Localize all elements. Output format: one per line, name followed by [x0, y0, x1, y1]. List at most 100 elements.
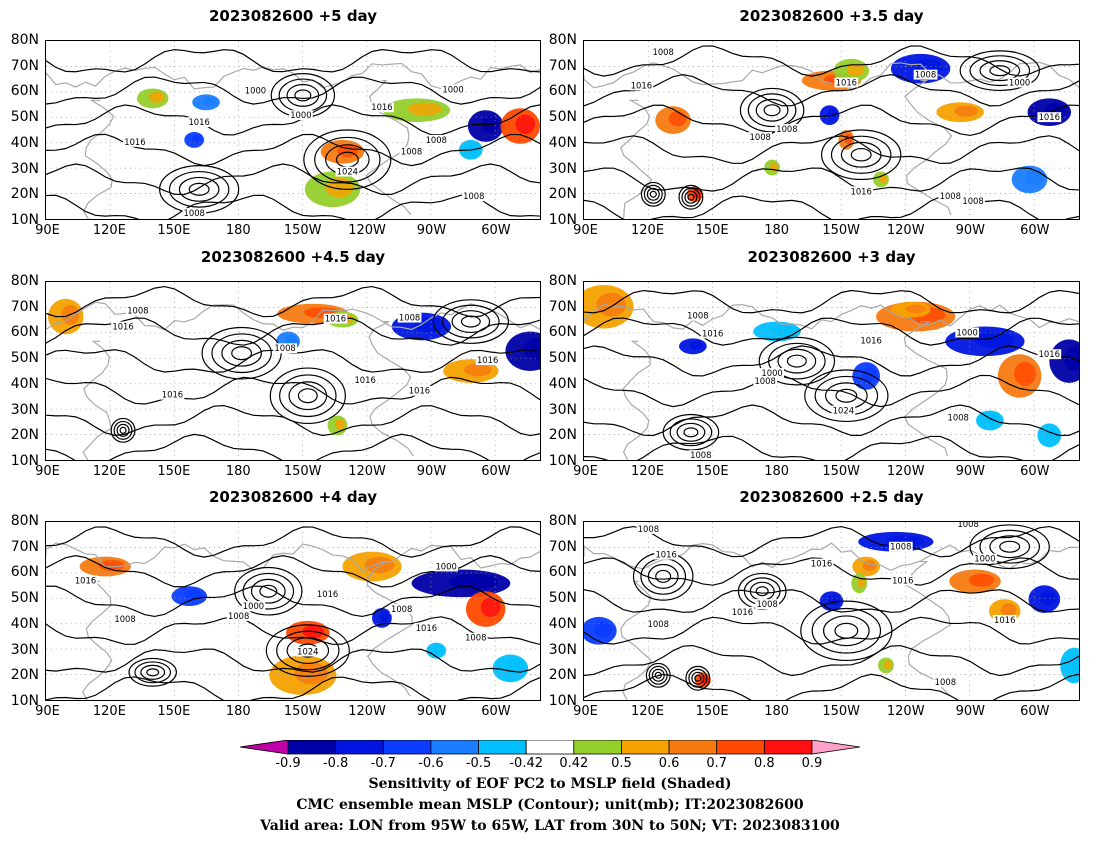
- lon-tick-label: 180: [764, 223, 790, 238]
- lat-tick-label: 30N: [548, 160, 577, 177]
- colorbar-level-label: -0.6: [418, 756, 444, 771]
- lon-tick-label: 150W: [283, 464, 322, 479]
- sensitivity-shading: [1049, 339, 1079, 383]
- sensitivity-shading: [686, 186, 703, 203]
- grid-lines: [584, 41, 1079, 219]
- lat-tick-label: 20N: [10, 427, 39, 444]
- colorbar-swatch: [573, 739, 622, 755]
- mslp-contours: [584, 289, 1079, 460]
- lon-tick-label: 180: [764, 464, 790, 479]
- lat-tick-label: 30N: [10, 401, 39, 418]
- caption-sensitivity: Sensitivity of EOF PC2 to MSLP field (Sh…: [368, 776, 732, 792]
- contour-label: 1008: [915, 70, 936, 80]
- colorbar-level-label: 0.8: [754, 756, 775, 771]
- contour-label: 1008: [756, 599, 777, 609]
- contour-label: 1016: [416, 623, 437, 633]
- contour-label: 1008: [426, 135, 447, 145]
- lon-tick-label: 180: [225, 223, 251, 238]
- map-frame: 1008 1016 1016 1008 1008 1016 1016 1016 1016: [45, 281, 541, 461]
- contour-label: 1008: [391, 604, 412, 614]
- contour-label: 1008: [399, 313, 420, 323]
- caption-contour: CMC ensemble mean MSLP (Contour); unit(m…: [296, 797, 804, 813]
- colorbar-level-label: -0.42: [509, 756, 543, 771]
- lat-tick-label: 70N: [10, 57, 39, 74]
- contour-label: 1016: [354, 375, 375, 385]
- lat-tick-label: 50N: [10, 109, 39, 126]
- map-panel-plus4day: 2023082600 +4 day 1000 1008 1016 1024 1008 10…: [11, 488, 541, 719]
- contour-label: 1000: [245, 85, 266, 95]
- sensitivity-shading: [764, 159, 781, 176]
- lon-tick-label: 150E: [157, 704, 191, 719]
- lat-tick-label: 40N: [10, 615, 39, 632]
- lat-tick-label: 40N: [548, 134, 577, 151]
- lon-tick-label: 90E: [573, 464, 598, 479]
- lon-tick-label: 120W: [348, 223, 386, 238]
- sensitivity-shading: [890, 301, 931, 318]
- lat-tick-label: 70N: [548, 57, 577, 74]
- sensitivity-shading: [411, 569, 511, 598]
- lon-tick-label: 60W: [1020, 223, 1050, 238]
- map-plot: 1000 1000 1016 1016 1024 1008 1000 1008 1008 1016…: [46, 41, 540, 219]
- sensitivity-shading: [426, 642, 447, 659]
- mslp-contours: [46, 526, 540, 700]
- contour-label: 1008: [648, 619, 669, 629]
- colorbar-swatch: [287, 739, 337, 755]
- colorbar-level-label: 0.42: [559, 756, 589, 771]
- contour-label: 1016: [188, 117, 209, 127]
- lat-tick-label: 10N: [548, 453, 577, 469]
- sensitivity-shading: [136, 88, 169, 109]
- map-plot: 1008101610161008101610081008100810001016…: [584, 522, 1079, 700]
- lon-tick-label: 120W: [348, 704, 386, 719]
- panel-title: 2023082600 +5 day: [209, 7, 377, 25]
- lat-tick-label: 60N: [548, 564, 577, 581]
- lat-tick-label: 20N: [10, 186, 39, 203]
- colorbar-under: [239, 739, 289, 755]
- lon-tick-label: 90W: [416, 223, 447, 238]
- colorbar-level-label: 0.9: [801, 756, 823, 771]
- lon-tick-label: 120E: [92, 223, 126, 238]
- lon-tick-label: 150E: [695, 223, 729, 238]
- contour-label: 1008: [638, 524, 659, 534]
- lat-tick-label: 80N: [10, 32, 39, 48]
- colorbar-swatch: [478, 739, 527, 755]
- contour-label: 1016: [325, 314, 346, 324]
- mslp-contours: [584, 45, 1079, 219]
- lon-tick-label: 150E: [695, 704, 729, 719]
- lat-tick-label: 70N: [10, 538, 39, 555]
- contour-label: 1000: [243, 601, 264, 611]
- lon-tick-label: 90W: [416, 464, 447, 479]
- contour-label: 1016: [702, 328, 723, 338]
- contour-label: 1016: [477, 355, 498, 365]
- sensitivity-shading: [655, 106, 691, 134]
- sensitivity-shading: [1060, 647, 1079, 684]
- map-panel-plus2.5day: 2023082600 +2.5 day 1008 1016 1016 1008 1016…: [549, 488, 1080, 719]
- contour-label: 1000: [974, 554, 995, 564]
- caption-valid-area: Valid area: LON from 95W to 65W, LAT fro…: [260, 818, 840, 834]
- lon-tick-label: 60W: [481, 223, 511, 238]
- contour-label: 1008: [754, 376, 775, 386]
- colorbar-swatch: [763, 739, 813, 755]
- lon-tick-label: 120E: [92, 704, 126, 719]
- sensitivity-shading: [584, 284, 634, 329]
- panel-title: 2023082600 +3 day: [747, 248, 916, 266]
- lon-tick-label: 150E: [157, 464, 191, 479]
- mslp-contours: [584, 524, 1079, 700]
- contour-label: 1008: [750, 132, 771, 142]
- lat-tick-label: 50N: [548, 590, 577, 607]
- lon-tick-label: 90W: [955, 704, 985, 719]
- contour-label: 1016: [317, 589, 338, 599]
- panel-title: 2023082600 +3.5 day: [739, 7, 924, 25]
- lat-tick-label: 30N: [10, 160, 39, 177]
- contour-label: 1016: [1039, 112, 1060, 122]
- contour-label: 1016: [994, 615, 1015, 625]
- colorbar-level-label: -0.7: [370, 756, 396, 771]
- contour-label: 1016: [732, 607, 753, 617]
- contour-label: 1016: [112, 321, 133, 331]
- lat-tick-label: 60N: [548, 324, 577, 341]
- lon-tick-label: 90W: [955, 464, 985, 479]
- lat-tick-label: 50N: [548, 350, 577, 367]
- lat-tick-label: 80N: [548, 32, 577, 48]
- sensitivity-shading: [819, 105, 840, 126]
- contour-label: 1000: [761, 368, 782, 378]
